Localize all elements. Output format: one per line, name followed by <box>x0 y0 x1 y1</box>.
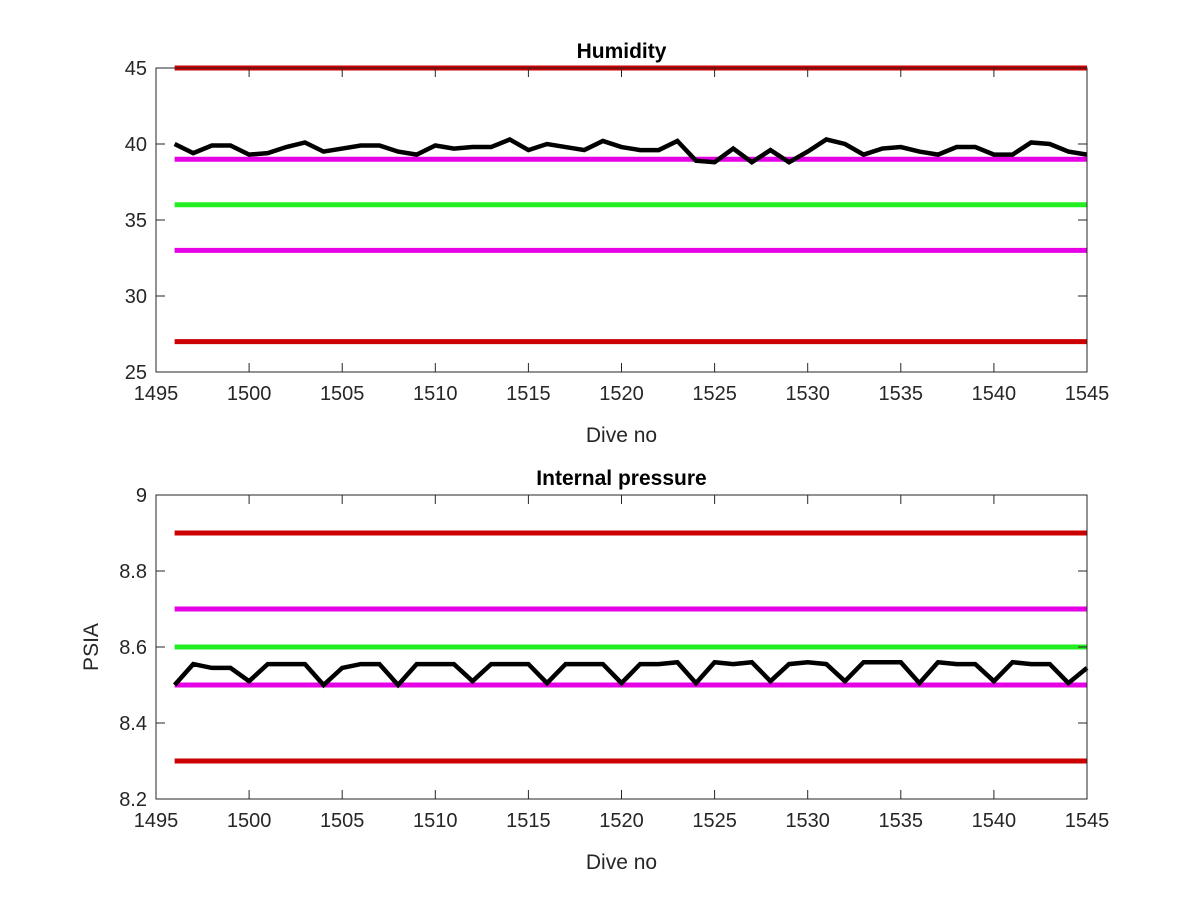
x-tick-label-3: 1510 <box>413 383 458 405</box>
x-tick-label-6: 1525 <box>692 810 737 832</box>
x-tick-label-4: 1515 <box>506 383 551 405</box>
x-tick-label-5: 1520 <box>599 810 644 832</box>
chart-humidity: 1495 1500 1505 1510 1515 1520 1525 1530 1535 1540… <box>125 40 1110 447</box>
y-tick-label-3: 40 <box>125 134 147 156</box>
y-axis-label: PSIA <box>80 623 103 671</box>
x-tick-label-5: 1520 <box>599 383 644 405</box>
x-tick-label-2: 1505 <box>320 383 365 405</box>
y-tick-label-0: 25 <box>125 362 147 384</box>
x-tick-label-10: 1545 <box>1065 810 1110 832</box>
chart-internal-pressure: 1495 1500 1505 1510 1515 1520 1525 1530 1535 1540… <box>80 467 1109 874</box>
x-axis-label: Dive no <box>586 424 657 447</box>
x-tick-label-2: 1505 <box>320 810 365 832</box>
x-tick-label-0: 1495 <box>134 383 179 405</box>
x-axis-label: Dive no <box>586 851 657 874</box>
series-line-0 <box>172 659 1089 689</box>
y-tick-label-4: 45 <box>125 58 147 80</box>
y-tick-label-3: 8.8 <box>119 561 147 583</box>
plot-area <box>156 68 1087 372</box>
x-tick-label-10: 1545 <box>1065 383 1110 405</box>
y-tick-label-1: 8.4 <box>119 713 147 735</box>
x-tick-label-8: 1535 <box>879 810 924 832</box>
y-tick-label-4: 9 <box>136 485 147 507</box>
y-tick-label-1: 30 <box>125 286 147 308</box>
x-tick-label-9: 1540 <box>972 810 1017 832</box>
chart-title-humidity: Humidity <box>577 40 667 63</box>
chart-title-internal-pressure: Internal pressure <box>536 467 706 490</box>
x-tick-label-1: 1500 <box>227 810 272 832</box>
x-tick-label-7: 1530 <box>785 810 830 832</box>
y-tick-label-2: 35 <box>125 210 147 232</box>
x-tick-label-3: 1510 <box>413 810 458 832</box>
x-tick-label-9: 1540 <box>972 383 1017 405</box>
series-line-0 <box>173 136 1088 165</box>
x-tick-label-4: 1515 <box>506 810 551 832</box>
x-tick-label-0: 1495 <box>134 810 179 832</box>
y-tick-label-0: 8.2 <box>119 789 147 811</box>
x-tick-label-6: 1525 <box>692 383 737 405</box>
x-tick-label-7: 1530 <box>785 383 830 405</box>
x-tick-label-8: 1535 <box>879 383 924 405</box>
y-tick-label-2: 8.6 <box>119 637 147 659</box>
x-tick-label-1: 1500 <box>227 383 272 405</box>
